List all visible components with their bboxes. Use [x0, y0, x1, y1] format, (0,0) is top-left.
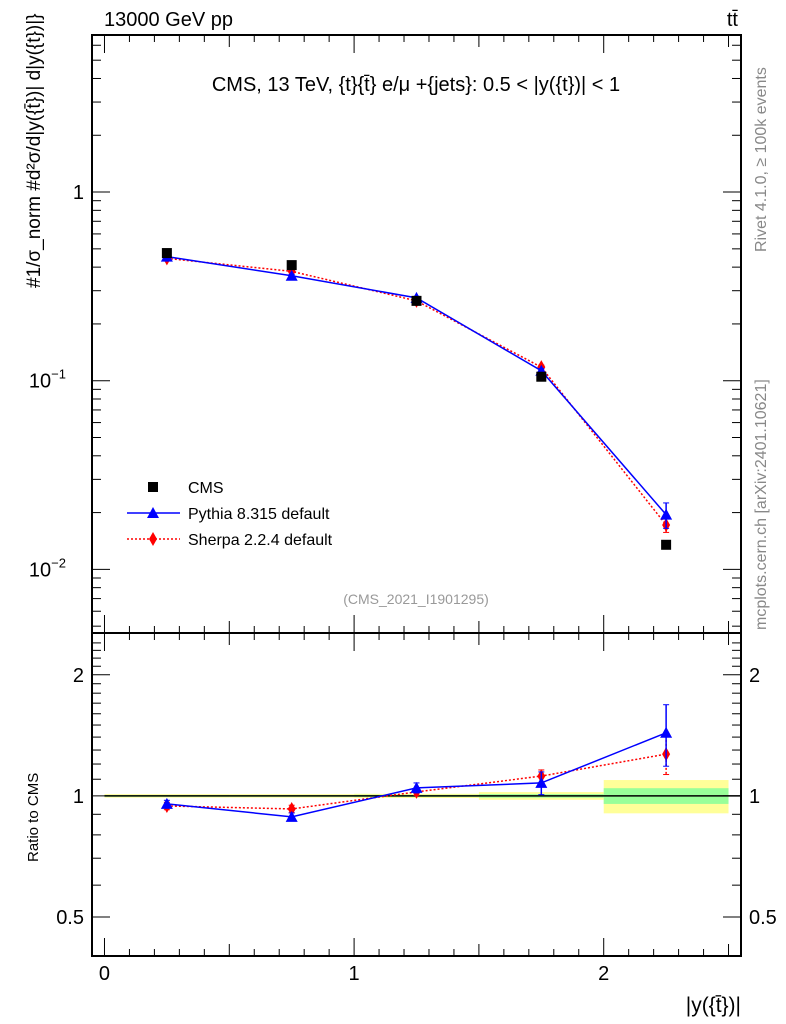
cms-marker	[161, 248, 172, 259]
pythia-marker	[410, 781, 423, 793]
pythia-line	[166, 732, 667, 818]
x-tick-label: 2	[598, 963, 609, 985]
y-tick-label-exponent: −2	[51, 555, 66, 570]
y-tick-label-right: 2	[749, 665, 760, 687]
pythia-marker	[160, 797, 173, 809]
pythia-marker	[660, 508, 673, 520]
y-tick-label: 0.5	[56, 907, 84, 929]
y-tick-label-base: 10	[29, 371, 51, 393]
pythia-marker	[147, 507, 159, 518]
side-text-mcplots: mcplots.cern.ch [arXiv:2401.10621]	[753, 379, 770, 630]
y-tick-label: 10−2	[29, 555, 66, 581]
x-axis-label: |y({t̄})|	[686, 994, 741, 1017]
main-title: CMS, 13 TeV, {t}{t̄} e/μ +{jets}: 0.5 < …	[212, 74, 620, 96]
pythia-marker	[660, 726, 673, 738]
main-panel: 10−210−11	[29, 34, 742, 634]
y-tick-label: 1	[73, 786, 84, 808]
y-tick-label-exponent: −1	[51, 367, 66, 382]
legend-label: Sherpa 2.2.4 default	[188, 532, 333, 549]
side-text-rivet: Rivet 4.1.0, ≥ 100k events	[753, 67, 770, 252]
main-ylabel: #1/σ_norm #d²σ/d|y({t̄})| d|y({t})|}	[24, 14, 45, 289]
legend: CMS Pythia 8.315 default Sherpa 2.2.4 defa…	[127, 480, 333, 549]
sherpa-marker	[149, 532, 157, 546]
x-tick-label: 0	[99, 963, 110, 985]
pythia-marker	[535, 776, 548, 788]
cms-marker	[536, 371, 547, 382]
cms-marker	[661, 539, 672, 550]
x-tick-label: 1	[349, 963, 360, 985]
ratio-frame	[91, 632, 742, 957]
y-tick-label-base: 1	[73, 182, 84, 204]
legend-label: Pythia 8.315 default	[188, 506, 330, 523]
cms-marker	[148, 482, 158, 492]
cms-marker	[286, 260, 297, 271]
y-tick-label: 2	[73, 665, 84, 687]
legend-label: CMS	[188, 480, 224, 497]
y-tick-label-right: 1	[749, 786, 760, 808]
cms-marker	[411, 295, 422, 306]
y-tick-label-base: 10	[29, 559, 51, 581]
ratio-ylabel: Ratio to CMS	[25, 773, 42, 862]
y-tick-label: 10−1	[29, 367, 66, 393]
pythia-marker	[285, 269, 298, 281]
header-left: 13000 GeV pp	[104, 9, 233, 31]
pythia-marker	[285, 810, 298, 822]
y-tick-label-right: 0.5	[749, 907, 777, 929]
y-tick-label: 1	[73, 182, 84, 204]
header-right: tt̄	[727, 9, 739, 31]
ratio-panel: 0.5 0.5 1 1 2 2 0 1 2	[56, 632, 777, 985]
watermark: (CMS_2021_I1901295)	[343, 591, 489, 607]
